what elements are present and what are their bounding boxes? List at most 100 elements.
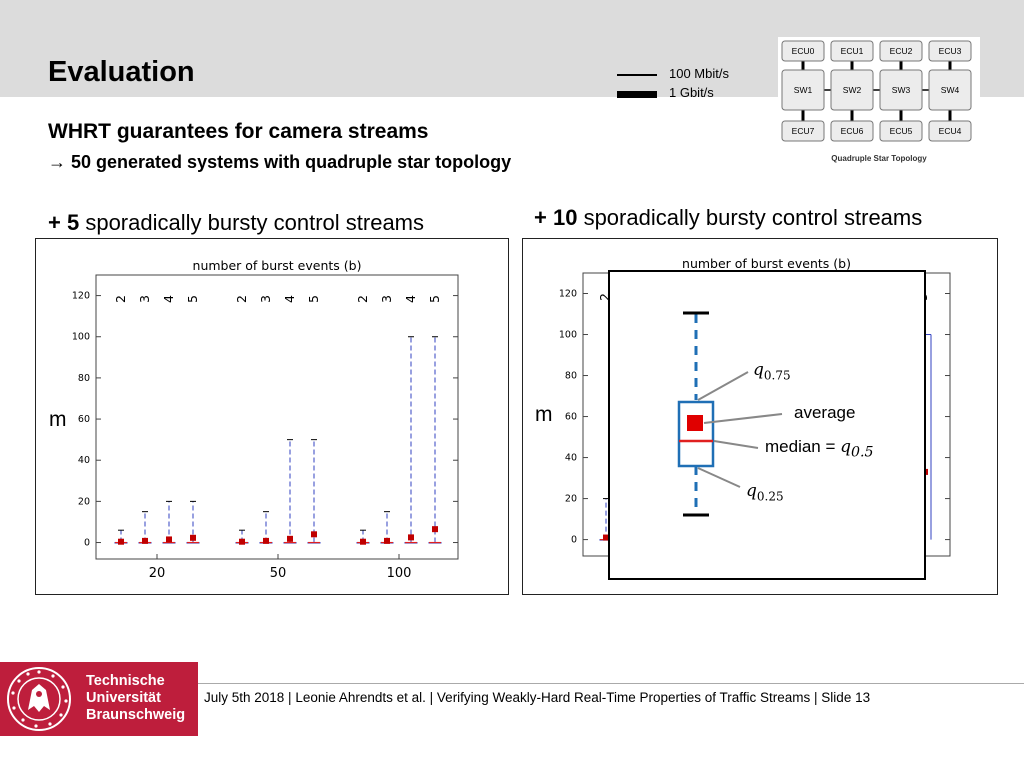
- topology-node-ecu1: [830, 40, 874, 62]
- legend-label-1gbit: 1 Gbit/s: [669, 85, 714, 100]
- topology-node-ecu7: [781, 120, 825, 142]
- boxplot-legend-svg: [677, 311, 783, 517]
- median-symbol: q: [840, 437, 852, 457]
- burst-label: 4: [161, 295, 176, 303]
- x-tick-label: 100: [387, 566, 412, 581]
- y-tick-label: 80: [565, 371, 577, 382]
- mean-marker: [166, 536, 172, 543]
- q75-subscript: 0.75: [763, 368, 791, 383]
- left-chart: 0 20 40 60 80 100 120 number of burst events (b…: [72, 258, 459, 581]
- average-label: average: [794, 403, 856, 422]
- legend-label-100mbit: 100 Mbit/s: [669, 66, 729, 81]
- topology-svg: ECU0 ECU1 ECU2 ECU3 SW1 SW2 SW3 SW4 ECU7 ECU6 ECU5…: [778, 37, 980, 172]
- y-tick-label: 80: [78, 373, 90, 384]
- topology-node-ecu5: [879, 120, 923, 142]
- median-subscript: 0.5: [851, 444, 874, 461]
- legend-thick-line: [617, 91, 657, 98]
- boxplot-legend-inset: q0.75 average median = q0.5 q0.25: [608, 270, 926, 580]
- headline: WHRT guarantees for camera streams: [48, 120, 429, 143]
- logo-line-3: Braunschweig: [86, 707, 186, 723]
- topology-caption: Quadruple Star Topology: [831, 154, 927, 163]
- university-name: Technische Universität Braunschweig: [86, 673, 185, 724]
- burst-label: 2: [597, 293, 612, 301]
- topology-node-label: ECU6: [841, 126, 864, 136]
- plot-frame: [95, 274, 459, 560]
- q25-pointer: [697, 467, 741, 488]
- legend-thin-line: [617, 74, 657, 76]
- q25-label: q0.25: [746, 481, 784, 503]
- mean-marker: [311, 531, 317, 538]
- university-logo: Technische Universität Braunschweig: [0, 662, 198, 736]
- topology-node-ecu2: [879, 40, 923, 62]
- topology-node-sw2: [830, 69, 874, 111]
- topology-node-ecu0: [781, 40, 825, 62]
- y-tick-label: 40: [78, 455, 90, 466]
- footer-divider: [198, 683, 1024, 684]
- topology-diagram: ECU0 ECU1 ECU2 ECU3 SW1 SW2 SW3 SW4 ECU7 ECU6 ECU5…: [778, 37, 980, 172]
- y-tick-label: 20: [565, 494, 577, 505]
- mean-marker: [603, 534, 609, 541]
- university-seal-icon: [7, 667, 71, 731]
- left-title-text: sporadically bursty control streams: [79, 210, 425, 235]
- topology-node-label: SW4: [941, 85, 960, 95]
- burst-label: 3: [137, 295, 152, 303]
- topology-node-label: SW3: [892, 85, 911, 95]
- y-tick-label: 60: [78, 414, 90, 425]
- burst-label: 3: [379, 295, 394, 303]
- left-chart-panel: 0 20 40 60 80 100 120 number of burst events (b…: [35, 238, 509, 595]
- y-tick-label: 120: [559, 289, 577, 300]
- x-tick-label: 50: [270, 566, 287, 581]
- mean-marker: [287, 535, 293, 542]
- mean-marker: [142, 537, 148, 544]
- y-tick-label: 0: [571, 535, 577, 546]
- y-tick-label: 0: [84, 538, 90, 549]
- topology-node-label: SW1: [794, 85, 813, 95]
- mean-marker: [384, 537, 390, 544]
- topology-node-ecu3: [928, 40, 972, 62]
- burst-label: 2: [113, 295, 128, 303]
- subheadline: → 50 generated systems with quadruple st…: [48, 152, 512, 172]
- burst-label: 2: [355, 295, 370, 303]
- topology-node-ecu4: [928, 120, 972, 142]
- burst-label: 5: [185, 295, 200, 303]
- top-axis-label: number of burst events (b): [193, 258, 362, 273]
- mean-marker: [263, 537, 269, 544]
- burst-label: 5: [427, 295, 442, 303]
- median-label: median = q0.5: [765, 437, 874, 460]
- q25-symbol: q: [746, 481, 757, 501]
- right-y-axis-label: m: [535, 403, 553, 426]
- topology-node-label: ECU4: [939, 126, 962, 136]
- burst-label: 2: [234, 295, 249, 303]
- right-prefix: +: [534, 205, 553, 230]
- topology-node-sw1: [781, 69, 825, 111]
- topology-node-ecu6: [830, 120, 874, 142]
- logo-line-2: Universität: [86, 690, 161, 706]
- mean-marker: [360, 538, 366, 545]
- left-prefix: +: [48, 210, 67, 235]
- mean-marker: [408, 534, 414, 541]
- topology-node-label: ECU7: [792, 126, 815, 136]
- mean-marker: [118, 538, 124, 545]
- q75-pointer: [697, 371, 749, 401]
- right-title-text: sporadically bursty control streams: [577, 205, 923, 230]
- y-tick-label: 60: [565, 412, 577, 423]
- burst-label: 5: [306, 295, 321, 303]
- top-axis-label: number of burst events (b): [682, 256, 851, 271]
- q75-symbol: q: [753, 360, 764, 380]
- burst-label: 4: [282, 295, 297, 303]
- link-legend: 100 Mbit/s 1 Gbit/s: [615, 66, 765, 106]
- burst-label: 4: [403, 295, 418, 303]
- y-tick-label: 100: [72, 332, 90, 343]
- mean-marker: [432, 526, 438, 533]
- page-title: Evaluation: [48, 56, 195, 88]
- burst-label: 3: [258, 295, 273, 303]
- left-panel-title: + 5 sporadically bursty control streams: [48, 210, 424, 236]
- mean-marker: [190, 534, 196, 541]
- x-axis-label: number of activations (k): [687, 592, 845, 594]
- legend-mean-marker: [687, 415, 703, 431]
- left-stream-count: 5: [66, 210, 80, 235]
- right-panel-title: + 10 sporadically bursty control streams: [534, 205, 922, 231]
- topology-node-label: ECU2: [890, 46, 913, 56]
- x-tick-label: 20: [149, 566, 166, 581]
- y-tick-label: 20: [78, 496, 90, 507]
